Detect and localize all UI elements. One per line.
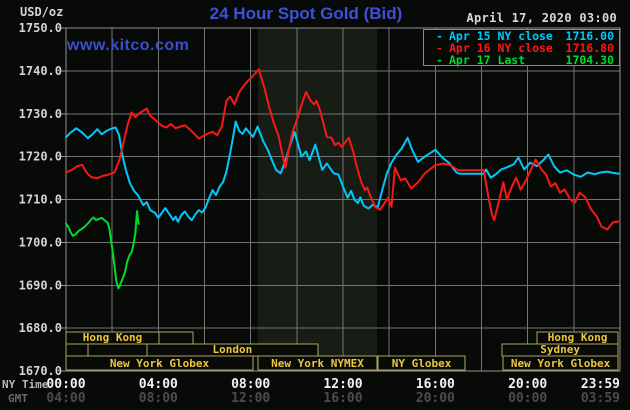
x-tick-gmt-label: 08:00 [139,391,178,406]
legend-series-label: Apr 16 NY close [449,40,553,55]
legend-series-value: 1704.30 [565,52,614,67]
session-label-hong-kong: Hong Kong [548,331,608,344]
y-tick-label: 1670.0 [19,364,62,378]
legend-series-value: 1716.80 [565,40,614,55]
x-tick-ny-label: 00:00 [46,377,85,392]
y-tick-label: 1740.0 [19,64,62,78]
y-tick-label: 1750.0 [19,21,62,35]
legend-color-dash: - [436,28,443,43]
session-label-ny-globex: NY Globex [392,357,452,370]
session-label-london: London [213,343,253,356]
y-tick-label: 1700.0 [19,235,62,249]
x-tick-ny-label: 16:00 [416,377,455,392]
session-box-empty [87,343,148,357]
y-tick-label: 1720.0 [19,150,62,164]
legend-row-apr-15-ny-close: - Apr 15 NY close 1716.00 [436,30,614,42]
x-tick-ny-label: 23:59 [581,377,620,392]
legend-color-dash: - [436,40,443,55]
legend-color-dash: - [436,52,443,67]
legend-row-apr-16-ny-close: - Apr 16 NY close 1716.80 [436,42,614,54]
price-line-apr-16 [65,68,621,231]
x-tick-gmt-label: 16:00 [323,391,362,406]
x-axis-gmt-caption: GMT [8,392,28,405]
session-box-empty [65,343,89,357]
y-tick-label: 1710.0 [19,193,62,207]
legend: - Apr 15 NY close 1716.00 - Apr 16 NY close 1… [423,29,620,66]
x-tick-ny-label: 08:00 [231,377,270,392]
y-tick-label: 1680.0 [19,321,62,335]
y-tick-label: 1730.0 [19,107,62,121]
session-label-new-york-globex: New York Globex [110,357,210,370]
session-box-empty [158,331,194,345]
kitco-watermark: www.kitco.com [67,37,190,54]
legend-series-value: 1716.00 [565,28,614,43]
session-box-new-york-globex [65,355,254,371]
price-line-apr-17 [65,210,140,290]
y-tick-label: 1690.0 [19,278,62,292]
legend-series-label: Apr 17 Last [449,52,526,67]
session-label-sydney: Sydney [540,343,580,356]
legend-row-apr-17-last: - Apr 17 Last 1704.30 [436,54,614,66]
legend-series-label: Apr 15 NY close [449,28,553,43]
x-axis-ny-time-caption: NY Time [2,378,49,391]
x-tick-gmt-label: 00:00 [508,391,547,406]
x-tick-ny-label: 20:00 [508,377,547,392]
session-label-hong-kong: Hong Kong [83,331,143,344]
session-label-new-york-nymex: New York NYMEX [271,357,364,370]
session-box-new-york-globex [502,355,619,371]
x-tick-ny-label: 12:00 [323,377,362,392]
x-tick-gmt-label: 20:00 [416,391,455,406]
x-tick-gmt-label: 04:00 [46,391,85,406]
chart-title: 24 Hour Spot Gold (Bid) [209,4,403,23]
chart-datetime: April 17, 2020 03:00 [466,11,617,25]
x-tick-ny-label: 04:00 [139,377,178,392]
x-tick-gmt-label: 12:00 [231,391,270,406]
y-axis-unit-label: USD/oz [20,5,64,19]
session-box-new-york-nymex [257,355,378,371]
x-tick-gmt-label: 03:59 [581,391,620,406]
session-box-ny-globex [377,355,466,371]
session-label-new-york-globex: New York Globex [511,357,611,370]
